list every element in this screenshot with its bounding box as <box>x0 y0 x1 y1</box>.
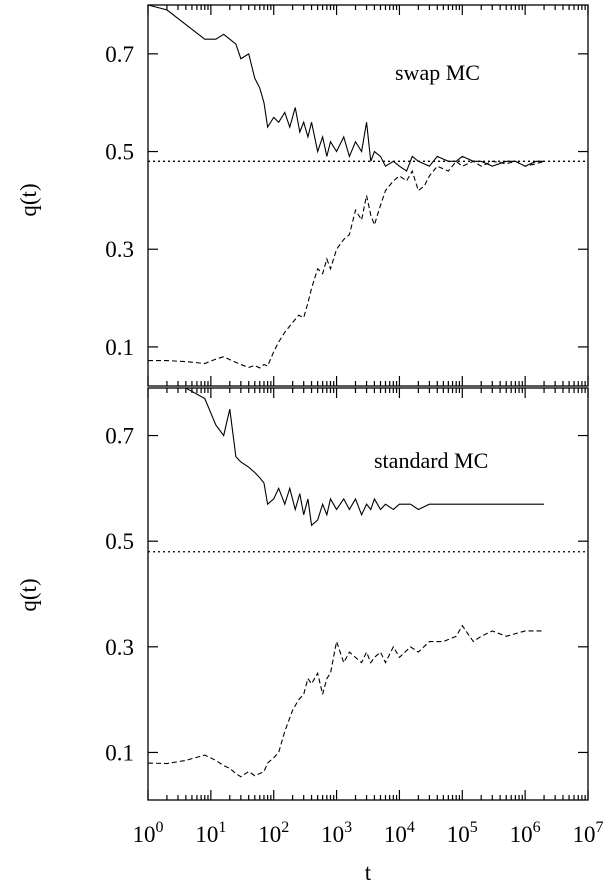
plot-frame <box>147 4 589 387</box>
series-line-solid <box>148 387 545 527</box>
y-tick-label: 0.3 <box>105 635 134 660</box>
y-tick-label: 0.1 <box>105 335 134 360</box>
y-tick-label: 0.1 <box>105 740 134 765</box>
y-tick-label: 0.5 <box>105 140 134 165</box>
x-tick-label: 100 <box>133 819 164 847</box>
x-tick-label: 106 <box>510 819 541 847</box>
panel-annotation: swap MC <box>395 60 480 85</box>
panel-annotation: standard MC <box>374 448 488 473</box>
x-tick-label: 103 <box>321 819 352 847</box>
y-tick-label: 0.3 <box>105 237 134 262</box>
series-line-dashed <box>148 160 545 369</box>
x-axis-label: t <box>365 860 372 885</box>
x-tick-label: 107 <box>573 819 604 847</box>
series-line-solid <box>147 4 545 172</box>
y-tick-label: 0.7 <box>105 424 134 449</box>
x-tick-label: 105 <box>447 819 478 847</box>
x-tick-label: 101 <box>195 819 226 847</box>
plot-frame <box>147 387 589 801</box>
x-tick-label: 102 <box>258 819 289 847</box>
standard-mc-panel: 0.1 0.3 0.5 0.7 standard MC q(t) 100 101 102 103 1… <box>16 387 604 885</box>
y-tick-label: 0.7 <box>105 42 134 67</box>
series-line-dashed <box>147 624 545 778</box>
x-tick-label: 104 <box>384 819 415 847</box>
y-axis-label: q(t) <box>16 183 41 216</box>
y-axis-label: q(t) <box>16 578 41 611</box>
y-tick-label: 0.5 <box>105 529 134 554</box>
swap-mc-panel: 0.1 0.3 0.5 0.7 swap MC q(t) <box>16 4 589 387</box>
